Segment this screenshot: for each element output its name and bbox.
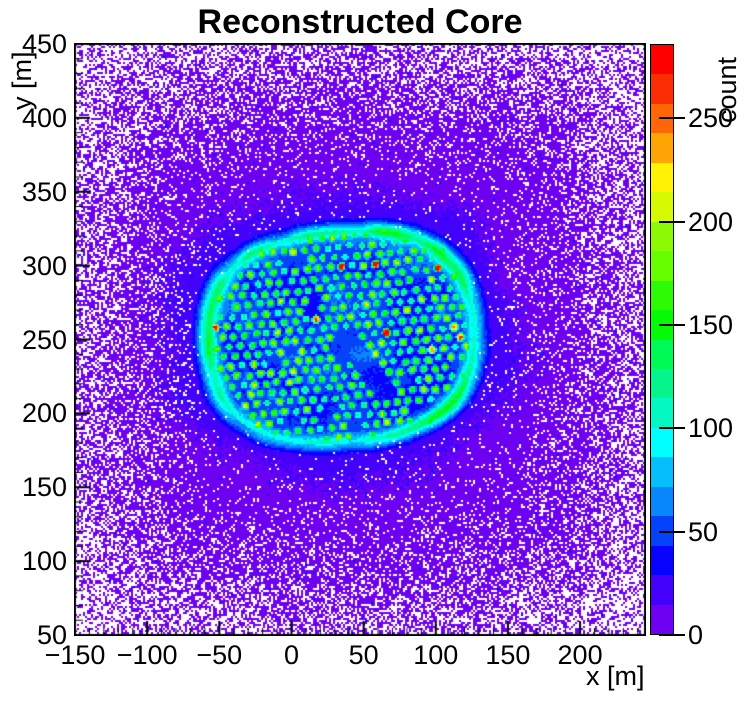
colorbar-band <box>651 368 673 399</box>
y-tick-label: 50 <box>36 620 67 650</box>
y-axis-title: y [m] <box>7 51 37 111</box>
colorbar-band <box>651 457 673 487</box>
x-tick-label: −50 <box>196 640 243 670</box>
x-tick-label: −150 <box>44 640 106 670</box>
colorbar-band <box>651 162 673 193</box>
y-tick-label: 350 <box>21 176 67 207</box>
colorbar-band <box>651 486 673 517</box>
y-tick-label: 200 <box>21 398 67 429</box>
colorbar-band <box>651 221 673 252</box>
y-tick-label: 450 <box>21 29 67 59</box>
colorbar <box>650 44 674 635</box>
colorbar-band <box>651 74 673 104</box>
x-tick-label: 150 <box>485 640 531 670</box>
x-tick-label: 200 <box>557 640 603 670</box>
colorbar-tick-label: 150 <box>688 310 734 341</box>
plot-title: Reconstructed Core <box>197 3 523 41</box>
colorbar-tick <box>659 634 685 636</box>
colorbar-tick-label: 0 <box>688 620 704 650</box>
x-axis-title: x [m] <box>586 661 645 691</box>
colorbar-tick <box>659 220 685 223</box>
colorbar-band <box>651 604 673 635</box>
colorbar-band <box>651 339 673 369</box>
y-tick-label: 400 <box>21 102 67 133</box>
colorbar-band <box>651 427 673 458</box>
colorbar-band <box>651 398 673 428</box>
colorbar-tick-label: 100 <box>688 413 734 444</box>
colorbar-band <box>651 133 673 163</box>
colorbar-band <box>651 280 673 311</box>
y-tick-label: 100 <box>21 546 67 577</box>
colorbar-tick <box>659 324 685 327</box>
colorbar-band <box>651 45 673 75</box>
colorbar-tick-label: 50 <box>688 516 719 547</box>
colorbar-tick-label: 250 <box>688 103 734 134</box>
colorbar-band <box>651 575 673 605</box>
x-tick-label: 50 <box>348 640 379 670</box>
histogram-heatmap <box>74 43 646 636</box>
colorbar-band <box>651 545 673 576</box>
colorbar-band <box>651 251 673 281</box>
y-tick-label: 300 <box>21 250 67 281</box>
colorbar-tick <box>659 427 685 430</box>
x-tick-label: −100 <box>116 640 178 670</box>
y-tick-label: 250 <box>21 324 67 355</box>
colorbar-tick <box>659 117 685 120</box>
x-tick-label: 0 <box>283 640 299 670</box>
colorbar-tick <box>659 530 685 533</box>
y-tick-label: 150 <box>21 472 67 503</box>
colorbar-band <box>651 192 673 222</box>
colorbar-tick-label: 200 <box>688 206 734 237</box>
x-tick-label: 100 <box>413 640 459 670</box>
